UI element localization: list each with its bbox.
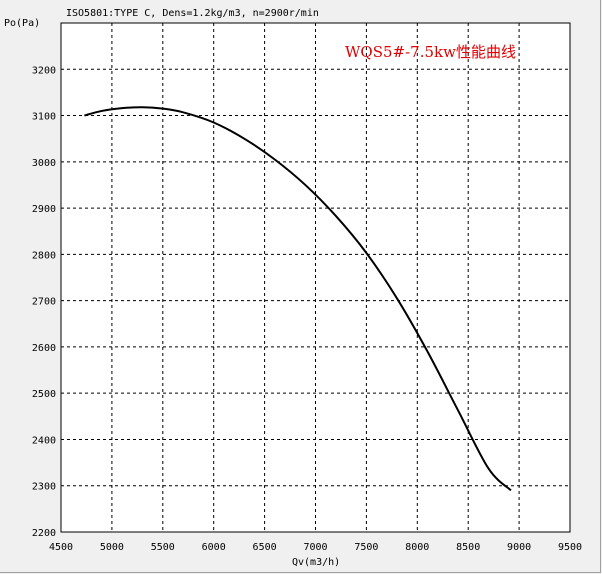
y-tick-label: 3000	[32, 158, 56, 169]
x-tick-label: 9000	[507, 542, 531, 553]
x-tick-label: 5500	[151, 542, 175, 553]
y-tick-label: 3100	[32, 112, 56, 123]
x-tick-label: 6500	[253, 542, 277, 553]
chart-title: WQS5#-7.5kw性能曲线	[345, 43, 516, 61]
y-tick-label: 2500	[32, 389, 56, 400]
x-tick-label: 6000	[202, 542, 226, 553]
y-tick-label: 2400	[32, 435, 56, 446]
x-tick-label: 8500	[456, 542, 480, 553]
performance-curve	[84, 106, 512, 492]
y-tick-label: 3200	[32, 65, 56, 76]
x-tick-label: 5000	[100, 542, 124, 553]
y-tick-label: 2600	[32, 343, 56, 354]
x-tick-label: 9500	[558, 542, 582, 553]
header-info: ISO5801:TYPE C, Dens=1.2kg/m3, n=2900r/m…	[66, 8, 319, 19]
y-tick-label: 2800	[32, 250, 56, 261]
y-tick-label: 2300	[32, 482, 56, 493]
x-tick-label: 8000	[405, 542, 429, 553]
y-tick-label: 2200	[32, 528, 56, 539]
y-tick-label: 2700	[32, 297, 56, 308]
x-tick-label: 7000	[303, 542, 327, 553]
x-tick-label: 7500	[354, 542, 378, 553]
x-axis-title: Qv(m3/h)	[292, 557, 340, 568]
tick-labels: 4500 5000 5500 6000 6500 7000 7500 8000 8500 9000…	[32, 65, 582, 553]
x-tick-label: 4500	[49, 542, 73, 553]
y-axis-title: Po(Pa)	[4, 18, 40, 29]
y-tick-label: 2900	[32, 204, 56, 215]
